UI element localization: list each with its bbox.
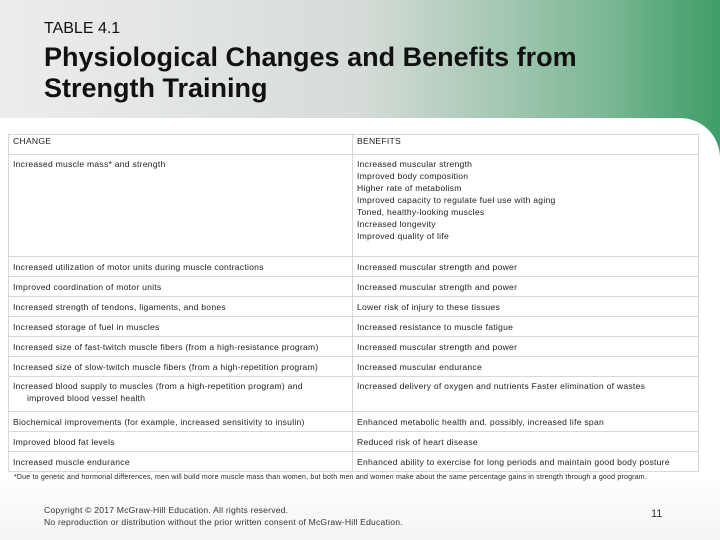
table-row: Increased muscle endurance Enhanced abil…	[8, 451, 699, 472]
benefit-line: Increased muscular strength	[357, 159, 473, 169]
table-row: Improved coordination of motor units Inc…	[8, 276, 699, 297]
table-header-row: CHANGE BENEFITS	[8, 134, 699, 155]
copyright-line: Copyright © 2017 McGraw-Hill Education. …	[44, 505, 289, 515]
benefit-line: Toned, healthy-looking muscles	[357, 207, 485, 217]
page-title: Physiological Changes and Benefits from …	[44, 42, 577, 103]
benefits-cell: Increased resistance to muscle fatigue	[352, 316, 699, 337]
table-row: Increased size of fast-twitch muscle fib…	[8, 336, 699, 357]
copyright-notice: Copyright © 2017 McGraw-Hill Education. …	[44, 504, 403, 528]
benefits-cell: Lower risk of injury to these tissues	[352, 296, 699, 317]
column-header-benefits: BENEFITS	[352, 134, 699, 155]
change-cell: Increased utilization of motor units dur…	[8, 256, 353, 277]
benefits-cell: Reduced risk of heart disease	[352, 431, 699, 452]
change-cell: Improved coordination of motor units	[8, 276, 353, 297]
table-row: Improved blood fat levels Reduced risk o…	[8, 431, 699, 452]
change-cell: Increased strength of tendons, ligaments…	[8, 296, 353, 317]
benefit-line: Improved body composition	[357, 171, 469, 181]
benefit-line: Improved capacity to regulate fuel use w…	[357, 195, 556, 205]
benefits-cell: Increased muscular strength Improved bod…	[352, 154, 699, 257]
benefit-line: Higher rate of metabolism	[357, 183, 462, 193]
table-row: Increased storage of fuel in muscles Inc…	[8, 316, 699, 337]
page-number: 11	[651, 508, 663, 520]
table-row: Increased size of slow-twitch muscle fib…	[8, 356, 699, 377]
benefits-cell: Increased muscular endurance	[352, 356, 699, 377]
change-cell: Biochemical improvements (for example, i…	[8, 411, 353, 432]
table-row: Biochemical improvements (for example, i…	[8, 411, 699, 432]
table-row: Increased muscle mass* and strength Incr…	[8, 154, 699, 257]
footnote: *Due to genetic and hormonal differences…	[14, 474, 647, 481]
copyright-line: No reproduction or distribution without …	[44, 517, 403, 527]
benefit-line: Improved quality of life	[357, 231, 449, 241]
change-cell: Improved blood fat levels	[8, 431, 353, 452]
change-line: Increased blood supply to muscles (from …	[13, 381, 303, 391]
benefits-cell: Increased delivery of oxygen and nutrien…	[352, 376, 699, 412]
column-header-change: CHANGE	[8, 134, 353, 155]
table-row: Increased utilization of motor units dur…	[8, 256, 699, 277]
table-row: Increased blood supply to muscles (from …	[8, 376, 699, 412]
change-cell: Increased storage of fuel in muscles	[8, 316, 353, 337]
changes-benefits-table: CHANGE BENEFITS Increased muscle mass* a…	[8, 134, 699, 472]
benefits-cell: Enhanced metabolic health and. possibly,…	[352, 411, 699, 432]
change-cell: Increased muscle mass* and strength	[8, 154, 353, 257]
change-cell: Increased blood supply to muscles (from …	[8, 376, 353, 412]
change-cell: Increased size of fast-twitch muscle fib…	[8, 336, 353, 357]
benefits-cell: Enhanced ability to exercise for long pe…	[352, 451, 699, 472]
benefits-cell: Increased muscular strength and power	[352, 276, 699, 297]
table-row: Increased strength of tendons, ligaments…	[8, 296, 699, 317]
change-cell: Increased size of slow-twitch muscle fib…	[8, 356, 353, 377]
table-label: TABLE 4.1	[44, 20, 121, 37]
benefit-line: Increased longevity	[357, 219, 436, 229]
change-cell: Increased muscle endurance	[8, 451, 353, 472]
benefits-cell: Increased muscular strength and power	[352, 336, 699, 357]
header-background	[0, 0, 720, 130]
change-line: improved blood vessel health	[27, 393, 146, 403]
benefits-cell: Increased muscular strength and power	[352, 256, 699, 277]
